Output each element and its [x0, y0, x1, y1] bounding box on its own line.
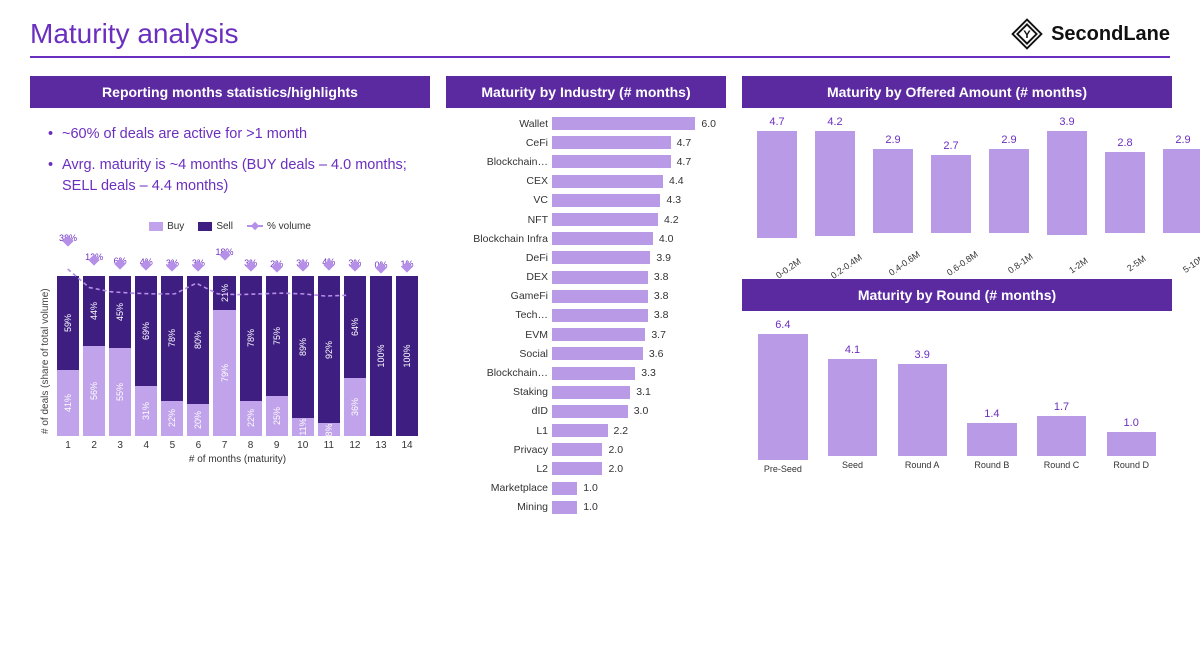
hbar-row: CEX4.4	[452, 172, 716, 191]
vbar: 6.4Pre-Seed	[752, 319, 814, 484]
panel-header: Maturity by Offered Amount (# months)	[742, 76, 1172, 108]
stacked-bar: 92%8%114%	[318, 236, 340, 436]
stacked-bar: 75%25%92%	[266, 236, 288, 436]
stacked-bar: 21%79%718%	[213, 236, 235, 436]
hbar-row: EVM3.7	[452, 325, 716, 344]
hbar-row: L22.0	[452, 459, 716, 478]
hbar-row: CeFi4.7	[452, 133, 716, 152]
stacked-bar: 80%20%63%	[187, 236, 209, 436]
page-title: Maturity analysis	[30, 18, 239, 50]
vbar: 3.91-2M	[1042, 116, 1092, 261]
vbar: 1.4Round B	[961, 319, 1023, 484]
hbar-row: dID3.0	[452, 402, 716, 421]
stacked-bar: 64%36%123%	[344, 236, 366, 436]
vbar-chart-amount: 4.70-0.2M4.20.2-0.4M2.90.4-0.6M2.70.6-0.…	[742, 108, 1172, 265]
hbar-row: Tech…3.8	[452, 306, 716, 325]
vbar: 4.70-0.2M	[752, 116, 802, 261]
highlight-bullet: ~60% of deals are active for >1 month	[48, 124, 412, 145]
x-axis-label: # of months (maturity)	[53, 454, 422, 465]
stacked-bar: 89%11%103%	[292, 236, 314, 436]
panel-header: Reporting months statistics/highlights	[30, 76, 430, 108]
legend-buy: Buy	[167, 221, 184, 232]
chart-legend: Buy Sell % volume	[38, 221, 422, 232]
panel-header: Maturity by Industry (# months)	[446, 76, 726, 108]
hbar-row: Social3.6	[452, 344, 716, 363]
stacked-bar: 78%22%83%	[240, 236, 262, 436]
vbar: 2.82-5M	[1100, 116, 1150, 261]
svg-text:Y: Y	[1023, 29, 1031, 41]
vbar: 2.90.8-1M	[984, 116, 1034, 261]
brand-logo-icon: Y	[1011, 18, 1043, 50]
vbar: 2.95-10M	[1158, 116, 1200, 261]
hbar-row: Wallet6.0	[452, 114, 716, 133]
legend-sell: Sell	[216, 221, 233, 232]
stacked-bar: 59%41%138%	[57, 236, 79, 436]
vbar: 3.9Round A	[891, 319, 953, 484]
hbar-row: Privacy2.0	[452, 440, 716, 459]
hbar-row: Staking3.1	[452, 383, 716, 402]
stacked-bar: 44%56%212%	[83, 236, 105, 436]
vbar-chart-round: 6.4Pre-Seed4.1Seed3.9Round A1.4Round B1.…	[742, 311, 1172, 488]
vbar: 2.70.6-0.8M	[926, 116, 976, 261]
header: Maturity analysis Y SecondLane	[30, 18, 1170, 58]
stacked-bar: 100%141%	[396, 236, 418, 436]
brand: Y SecondLane	[1011, 18, 1170, 50]
panel-maturity-by-round: Maturity by Round (# months) 6.4Pre-Seed…	[742, 279, 1172, 488]
panel-reporting-highlights: Reporting months statistics/highlights ~…	[30, 76, 430, 521]
highlights-bullets: ~60% of deals are active for >1 month Avr…	[38, 124, 422, 221]
stacked-bar: 69%31%44%	[135, 236, 157, 436]
hbar-row: Marketplace1.0	[452, 479, 716, 498]
vbar: 4.20.2-0.4M	[810, 116, 860, 261]
panel-maturity-by-offered-amount: Maturity by Offered Amount (# months) 4.…	[742, 76, 1172, 265]
hbar-row: VC4.3	[452, 191, 716, 210]
hbar-row: Blockchain Infra4.0	[452, 229, 716, 248]
hbar-row: DEX3.8	[452, 268, 716, 287]
hbar-row: L12.2	[452, 421, 716, 440]
vbar: 4.1Seed	[822, 319, 884, 484]
panel-maturity-by-industry: Maturity by Industry (# months) Wallet6.…	[446, 76, 726, 521]
vbar: 1.0Round D	[1100, 319, 1162, 484]
hbar-row: DeFi3.9	[452, 248, 716, 267]
stacked-bar: 78%22%53%	[161, 236, 183, 436]
hbar-row: Blockchain…3.3	[452, 363, 716, 382]
hbar-row: Blockchain…4.7	[452, 152, 716, 171]
hbar-row: GameFi3.8	[452, 287, 716, 306]
vbar: 2.90.4-0.6M	[868, 116, 918, 261]
highlight-bullet: Avrg. maturity is ~4 months (BUY deals –…	[48, 155, 412, 197]
legend-volume: % volume	[267, 221, 311, 232]
hbar-chart: Wallet6.0CeFi4.7Blockchain…4.7CEX4.4VC4.…	[446, 108, 726, 521]
hbar-row: Mining1.0	[452, 498, 716, 517]
y-axis-label: # of deals (share of total volume)	[38, 236, 53, 486]
stacked-bar-chart: 59%41%138%44%56%212%45%55%36%69%31%44%78…	[53, 236, 422, 486]
stacked-bar: 45%55%36%	[109, 236, 131, 436]
stacked-bar: 100%130%	[370, 236, 392, 436]
brand-name: SecondLane	[1051, 23, 1170, 46]
hbar-row: NFT4.2	[452, 210, 716, 229]
vbar: 1.7Round C	[1031, 319, 1093, 484]
